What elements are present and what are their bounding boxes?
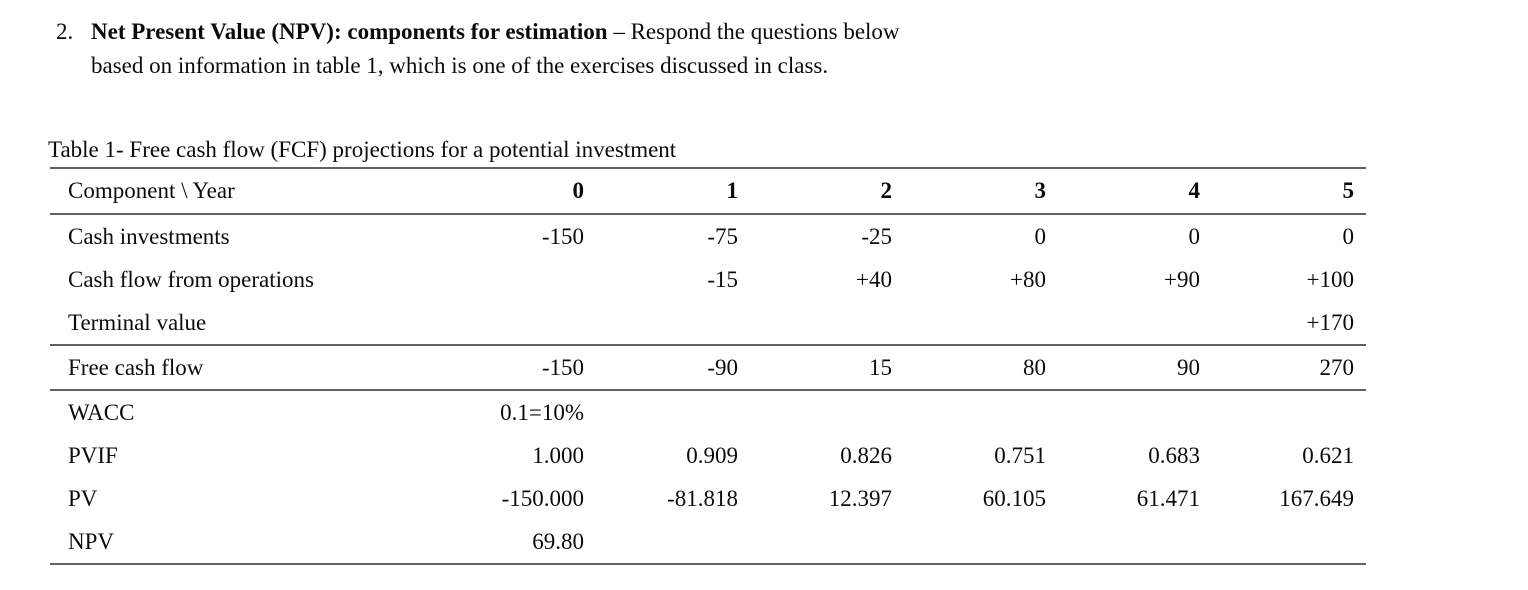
table-cell: -90 xyxy=(596,345,750,391)
table-cell: 0.751 xyxy=(994,442,1046,468)
table-cell xyxy=(1212,390,1366,434)
table-cell xyxy=(442,301,596,346)
table-cell: +80 xyxy=(1010,266,1046,292)
question-title-rest: – Respond the questions below xyxy=(607,19,900,44)
table-cell: 12.397 xyxy=(828,485,892,511)
question-title-bold: Net Present Value (NPV): components for … xyxy=(91,19,608,44)
row-label: Terminal value xyxy=(50,301,442,346)
table-cell: +100 xyxy=(1306,266,1354,292)
row-label: Cash investments xyxy=(68,223,230,249)
table-cell: +170 xyxy=(1212,301,1366,346)
table-cell xyxy=(596,390,750,434)
table-cell: 80 xyxy=(904,345,1058,391)
row-free-cash-flow: Free cash flow -150 -90 15 80 90 270 xyxy=(50,345,1366,391)
table-cell xyxy=(904,520,1058,565)
table-cell: 69.80 xyxy=(442,520,596,565)
header-year-4: 4 xyxy=(1058,168,1212,215)
header-year-1: 1 xyxy=(596,168,750,215)
table-cell: 0.621 xyxy=(1302,442,1354,468)
table-cell: 0.683 xyxy=(1148,442,1200,468)
table-cell xyxy=(1058,520,1212,565)
table-cell xyxy=(904,390,1058,434)
row-label: PV xyxy=(68,485,98,511)
table-cell: 0.826 xyxy=(840,442,892,468)
table-cell: 0 xyxy=(1342,223,1355,249)
question-line2: based on information in table 1, which i… xyxy=(91,53,829,78)
row-pv: PV -150.000 -81.818 12.397 60.105 61.471… xyxy=(50,477,1366,520)
table-cell: -150 xyxy=(442,345,596,391)
table-cell: -25 xyxy=(861,223,892,249)
table-cell: -150.000 xyxy=(501,485,584,511)
header-year-5: 5 xyxy=(1212,168,1366,215)
table-cell: 0.1=10% xyxy=(500,399,584,425)
header-component-year: Component \ Year xyxy=(50,168,442,215)
table-cell: 90 xyxy=(1058,345,1212,391)
table-cell: 270 xyxy=(1212,345,1366,391)
table-cell xyxy=(442,258,596,301)
header-year-2: 2 xyxy=(750,168,904,215)
table-cell xyxy=(750,390,904,434)
row-label: Free cash flow xyxy=(50,345,442,391)
table-cell: 0.909 xyxy=(686,442,738,468)
table-cell xyxy=(1058,390,1212,434)
table-cell xyxy=(1058,301,1212,346)
table-cell: 0 xyxy=(1188,223,1201,249)
row-npv: NPV 69.80 xyxy=(50,520,1366,565)
table-cell: -150 xyxy=(541,223,584,249)
table-cell xyxy=(596,301,750,346)
question-item: 2. Net Present Value (NPV): components f… xyxy=(56,15,900,83)
table-cell xyxy=(750,301,904,346)
table-caption: Table 1- Free cash flow (FCF) projection… xyxy=(48,137,677,162)
table-cell: 1.000 xyxy=(532,442,584,468)
row-wacc: WACC 0.1=10% xyxy=(50,390,1366,434)
table-cell: 15 xyxy=(750,345,904,391)
table-cell: 61.471 xyxy=(1136,485,1200,511)
question-text: Net Present Value (NPV): components for … xyxy=(91,15,900,83)
table-header-row: Component \ Year 0 1 2 3 4 5 xyxy=(50,168,1366,215)
row-terminal-value: Terminal value +170 xyxy=(50,301,1366,346)
question-number: 2. xyxy=(56,19,74,44)
row-pvif: PVIF 1.000 0.909 0.826 0.751 0.683 0.621 xyxy=(50,434,1366,477)
table-cell xyxy=(904,301,1058,346)
header-year-0: 0 xyxy=(442,168,596,215)
row-label: NPV xyxy=(50,520,442,565)
table-cell: -75 xyxy=(707,223,738,249)
fcf-projection-table: Component \ Year 0 1 2 3 4 5 Cash invest… xyxy=(50,167,1366,565)
table-cell: +40 xyxy=(856,266,892,292)
table-cell xyxy=(1212,520,1366,565)
row-label: WACC xyxy=(68,399,135,425)
table-cell xyxy=(750,520,904,565)
table-cell: 60.105 xyxy=(982,485,1046,511)
table-cell: 167.649 xyxy=(1279,485,1354,511)
row-label: Cash flow from operations xyxy=(68,266,314,292)
header-year-3: 3 xyxy=(904,168,1058,215)
row-label: PVIF xyxy=(68,442,118,468)
table-cell: 0 xyxy=(1034,223,1047,249)
table-cell: -81.818 xyxy=(667,485,738,511)
row-cash-flow-operations: Cash flow from operations -15 +40 +80 +9… xyxy=(50,258,1366,301)
table-cell: +90 xyxy=(1164,266,1200,292)
table-cell: -15 xyxy=(707,266,738,292)
row-cash-investments: Cash investments -150 -75 -25 0 0 0 xyxy=(50,214,1366,258)
table-cell xyxy=(596,520,750,565)
